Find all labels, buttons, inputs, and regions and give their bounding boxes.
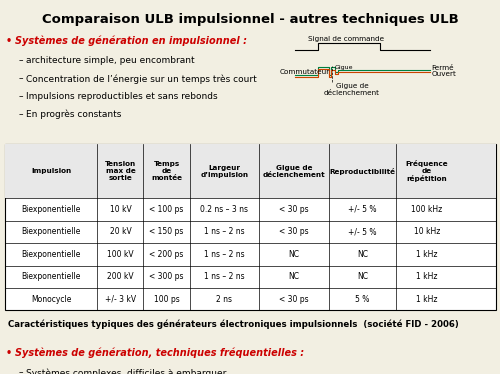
Text: –: – — [19, 56, 24, 65]
Text: < 300 ps: < 300 ps — [150, 272, 184, 281]
Text: –: – — [19, 74, 24, 83]
Text: Tension
max de
sortie: Tension max de sortie — [105, 161, 136, 181]
Text: Comparaison ULB impulsionnel - autres techniques ULB: Comparaison ULB impulsionnel - autres te… — [42, 13, 459, 26]
Text: 1 kHz: 1 kHz — [416, 272, 438, 281]
Text: 10 kV: 10 kV — [110, 205, 132, 214]
Text: 5 %: 5 % — [356, 295, 370, 304]
Text: Caractéristiques typiques des générateurs électroniques impulsionnels  (société : Caractéristiques typiques des générateur… — [8, 320, 458, 329]
Text: Impulsions reproductibles et sans rebonds: Impulsions reproductibles et sans rebond… — [26, 92, 218, 101]
Text: 1 kHz: 1 kHz — [416, 250, 438, 259]
Text: Gigue: Gigue — [335, 65, 353, 70]
FancyBboxPatch shape — [5, 144, 496, 198]
Text: < 30 ps: < 30 ps — [280, 205, 309, 214]
Text: 100 kV: 100 kV — [107, 250, 134, 259]
Text: –: – — [19, 110, 24, 119]
Text: architecture simple, peu encombrant: architecture simple, peu encombrant — [26, 56, 194, 65]
Text: 2 ns: 2 ns — [216, 295, 232, 304]
Text: Ouvert: Ouvert — [432, 71, 456, 77]
Text: 1 ns – 2 ns: 1 ns – 2 ns — [204, 272, 245, 281]
Text: Biexponentielle: Biexponentielle — [22, 227, 81, 236]
Text: NC: NC — [357, 272, 368, 281]
Text: En progrès constants: En progrès constants — [26, 110, 122, 119]
Text: Concentration de l’énergie sur un temps très court: Concentration de l’énergie sur un temps … — [26, 74, 257, 83]
Text: Temps
de
montée: Temps de montée — [151, 161, 182, 181]
Text: 1 ns – 2 ns: 1 ns – 2 ns — [204, 250, 245, 259]
Text: Systèmes de génération en impulsionnel :: Systèmes de génération en impulsionnel : — [15, 36, 247, 46]
Text: Impulsion: Impulsion — [31, 168, 72, 174]
Text: < 200 ps: < 200 ps — [150, 250, 184, 259]
Text: Gigue de
déclenchement: Gigue de déclenchement — [263, 165, 326, 178]
Text: Fermé: Fermé — [432, 65, 454, 71]
Text: Fréquence
de
répétition: Fréquence de répétition — [406, 160, 448, 182]
Text: 100 ps: 100 ps — [154, 295, 180, 304]
Text: < 30 ps: < 30 ps — [280, 227, 309, 236]
Text: < 100 ps: < 100 ps — [150, 205, 184, 214]
Text: Systèmes complexes, difficiles à embarquer: Systèmes complexes, difficiles à embarqu… — [26, 368, 226, 374]
Text: Commutateur: Commutateur — [280, 69, 330, 75]
Text: +/- 5 %: +/- 5 % — [348, 227, 376, 236]
Text: 200 kV: 200 kV — [107, 272, 134, 281]
Text: Gigue de
déclenchement: Gigue de déclenchement — [324, 83, 380, 96]
Text: 1 ns – 2 ns: 1 ns – 2 ns — [204, 227, 245, 236]
Text: Largeur
d’impulsion: Largeur d’impulsion — [200, 165, 248, 178]
Text: •: • — [6, 36, 12, 46]
Text: 1 kHz: 1 kHz — [416, 295, 438, 304]
Text: Monocycle: Monocycle — [31, 295, 72, 304]
Text: +/- 5 %: +/- 5 % — [348, 205, 376, 214]
Text: +/- 3 kV: +/- 3 kV — [105, 295, 136, 304]
Text: Reproductibilité: Reproductibilité — [330, 168, 396, 175]
Text: 100 kHz: 100 kHz — [411, 205, 442, 214]
Text: Biexponentielle: Biexponentielle — [22, 205, 81, 214]
Text: 0.2 ns – 3 ns: 0.2 ns – 3 ns — [200, 205, 248, 214]
Text: < 30 ps: < 30 ps — [280, 295, 309, 304]
Text: Biexponentielle: Biexponentielle — [22, 272, 81, 281]
FancyBboxPatch shape — [5, 144, 496, 310]
Text: Biexponentielle: Biexponentielle — [22, 250, 81, 259]
Text: < 150 ps: < 150 ps — [150, 227, 184, 236]
Text: Signal de commande: Signal de commande — [308, 36, 384, 42]
Text: •: • — [6, 348, 12, 358]
Text: NC: NC — [288, 272, 300, 281]
Text: NC: NC — [288, 250, 300, 259]
Text: Systèmes de génération, techniques fréquentielles :: Systèmes de génération, techniques fréqu… — [15, 348, 304, 358]
Text: NC: NC — [357, 250, 368, 259]
Text: 20 kV: 20 kV — [110, 227, 132, 236]
Text: –: – — [19, 92, 24, 101]
Text: 10 kHz: 10 kHz — [414, 227, 440, 236]
Text: –: – — [19, 368, 24, 374]
